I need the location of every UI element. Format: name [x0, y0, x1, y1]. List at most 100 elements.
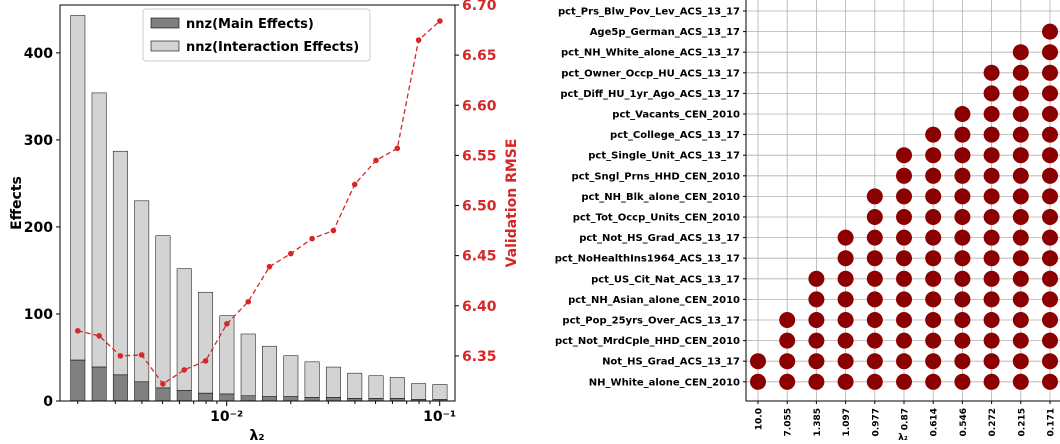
main-effect-bar [240, 395, 256, 402]
x-tick-label: 0.215 [1017, 408, 1027, 436]
selection-dot [983, 147, 1000, 164]
selection-dot [837, 291, 854, 308]
right-chart: pct_Prs_Blw_Pov_Lev_ACS_13_17 Age5p_Germa… [555, 0, 1060, 443]
main-effect-bar [198, 392, 214, 402]
selection-dot [983, 85, 1000, 102]
main-effect-bars [70, 359, 448, 402]
interaction-bar [347, 372, 363, 399]
interaction-bar [325, 366, 341, 398]
main-effect-bar [91, 366, 107, 402]
selection-dot [925, 167, 942, 184]
main-effect-bar [283, 396, 299, 402]
selection-dot [925, 250, 942, 267]
selection-dot [837, 250, 854, 267]
selection-dot [896, 353, 912, 370]
interaction-bar [219, 315, 235, 395]
selection-dot [954, 106, 971, 122]
rmse-point [394, 145, 401, 152]
selection-dot [896, 167, 912, 184]
selection-dot [1012, 188, 1029, 205]
selection-dot [1042, 126, 1058, 143]
interaction-bar [389, 377, 405, 399]
selection-dot [925, 188, 942, 205]
selection-dot [866, 250, 883, 267]
interaction-bar [70, 15, 86, 361]
y-tick-label: 200 [24, 220, 53, 236]
selection-dot [925, 270, 942, 287]
selection-dot [896, 332, 912, 349]
feature-label: pct_Prs_Blw_Pov_Lev_ACS_13_17 [558, 7, 740, 18]
selection-dot [896, 270, 912, 287]
selection-dot [866, 229, 883, 246]
selection-dot [1012, 270, 1029, 287]
feature-label: pct_Tot_Occp_Units_CEN_2010 [573, 213, 740, 224]
selection-dot [983, 188, 1000, 205]
selection-dot [779, 312, 796, 328]
selection-dot [954, 291, 971, 308]
selection-dot [750, 353, 766, 370]
selection-dot [896, 188, 912, 205]
main-effect-bar [325, 397, 341, 402]
interaction-bar [432, 384, 448, 400]
selection-dot [954, 229, 971, 246]
selection-dot [925, 147, 942, 164]
y2-tick-label: 6.55 [462, 148, 497, 164]
selection-dot [1012, 44, 1029, 61]
feature-label: pct_Owner_Occp_HU_ACS_13_17 [561, 68, 740, 79]
selection-dot [954, 209, 971, 225]
x-tick-label: 0.546 [959, 408, 969, 436]
selection-dot [925, 353, 942, 370]
selection-dot [925, 373, 942, 390]
selection-dot [750, 373, 766, 390]
interaction-bar [198, 291, 214, 394]
feature-label: pct_College_ACS_13_17 [610, 130, 740, 141]
main-effect-bar [70, 359, 86, 402]
selection-dot [925, 291, 942, 308]
selection-dot [837, 312, 854, 328]
y2-tick-label: 6.45 [462, 249, 497, 265]
selection-dot [808, 332, 825, 349]
x-tick-label: 1.385 [813, 408, 823, 436]
left-y-axis-label: Effects [9, 176, 25, 230]
selection-dot [925, 126, 942, 143]
left-x-ticks: 10⁻² 10⁻¹ [77, 401, 456, 425]
selection-dot [1012, 64, 1029, 81]
interaction-bar [411, 383, 427, 400]
selection-dot [983, 312, 1000, 328]
main-effect-bar [262, 396, 277, 402]
interaction-bars [70, 15, 448, 400]
selection-dot [837, 373, 854, 390]
selection-dot [954, 250, 971, 267]
selection-dot [779, 332, 796, 349]
selection-dot [1012, 312, 1029, 328]
selection-dot [1012, 229, 1029, 246]
x-tick-label: 0.614 [930, 408, 940, 436]
selection-dot [1012, 126, 1029, 143]
selection-dot [866, 353, 883, 370]
rmse-point [351, 181, 358, 188]
main-effect-bar [176, 390, 192, 402]
legend-label-interaction: nnz(Interaction Effects) [186, 40, 359, 55]
selection-dot [866, 291, 883, 308]
rmse-point [96, 333, 102, 339]
selection-dot [983, 353, 1000, 370]
selection-dot [1012, 209, 1029, 225]
rmse-line [74, 18, 443, 387]
legend-box [142, 8, 371, 62]
selection-dot [896, 209, 912, 225]
interaction-bar [91, 92, 107, 368]
rmse-point [288, 250, 294, 257]
x-tick-label: 1.097 [842, 408, 852, 436]
selection-dot [983, 229, 1000, 246]
main-effect-bar [112, 374, 128, 402]
y2-tick-label: 6.40 [462, 299, 497, 315]
feature-label: pct_Diff_HU_1yr_Ago_ACS_13_17 [560, 89, 740, 100]
selection-dot [1042, 85, 1058, 102]
selection-dot [808, 270, 825, 287]
x-tick-label: 10⁻¹ [423, 409, 456, 425]
feature-label: pct_Single_Unit_ACS_13_17 [588, 151, 740, 162]
feature-labels: pct_Prs_Blw_Pov_Lev_ACS_13_17 Age5p_Germa… [555, 7, 746, 388]
selection-dot [896, 373, 912, 390]
selection-dot [925, 229, 942, 246]
